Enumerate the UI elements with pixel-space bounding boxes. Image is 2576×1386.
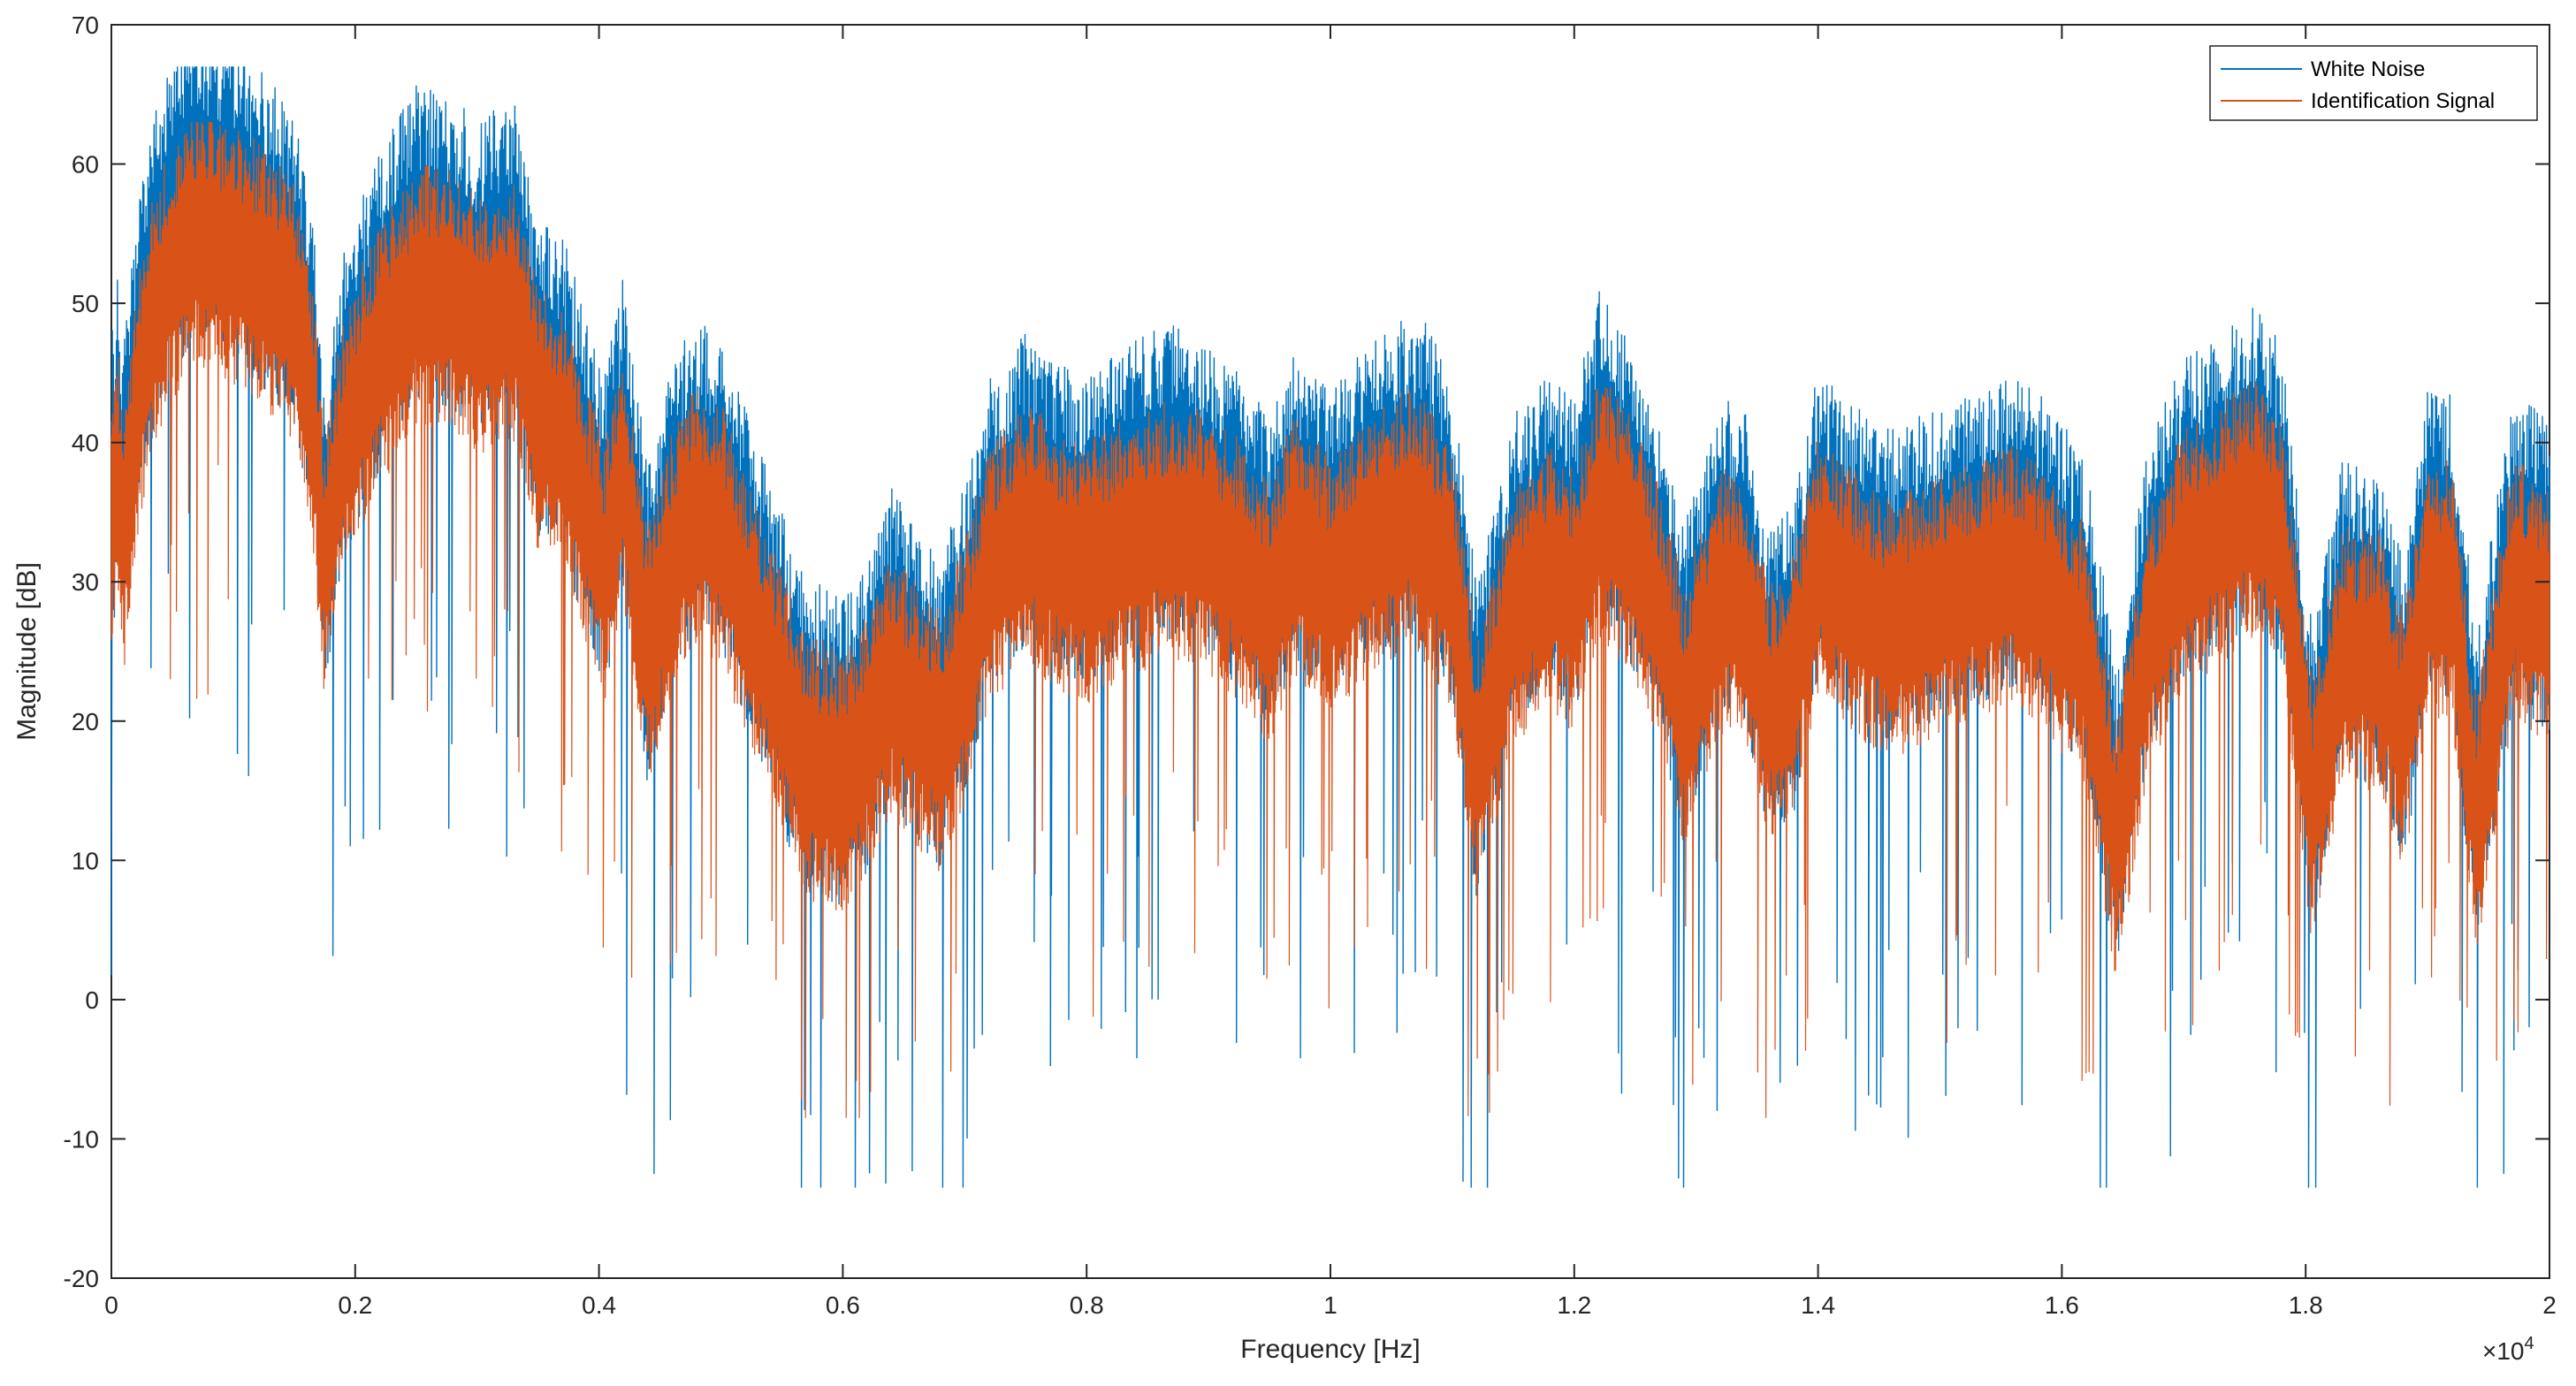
y-tick-label: 40 — [72, 430, 99, 457]
y-tick-label: -20 — [64, 1265, 99, 1292]
y-tick-label: 50 — [72, 290, 99, 317]
y-axis-label: Magnitude [dB] — [12, 562, 42, 741]
y-tick-label: 0 — [85, 986, 99, 1014]
x-tick-label: 0.4 — [582, 1291, 616, 1319]
x-axis-ticks: 0 0.2 0.4 0.6 0.8 1 1.2 1.4 1.6 1.8 2 — [104, 25, 2557, 1319]
y-tick-label: 10 — [72, 847, 99, 874]
y-axis-ticks: -20 -10 0 10 20 30 40 50 60 70 — [64, 11, 2549, 1292]
x-axis-exponent: ×104 — [2482, 1334, 2534, 1365]
x-tick-label: 0.2 — [338, 1291, 372, 1319]
legend-box — [2209, 45, 2538, 121]
y-tick-label: -10 — [64, 1125, 99, 1153]
y-tick-label: 20 — [72, 708, 99, 735]
x-tick-label: 0.6 — [826, 1291, 860, 1319]
series-line-identification-signal — [111, 122, 2550, 1118]
x-axis-exponent-base: ×10 — [2482, 1337, 2525, 1365]
x-tick-label: 1.8 — [2289, 1291, 2323, 1319]
x-tick-label: 1.6 — [2045, 1291, 2079, 1319]
y-tick-label: 30 — [72, 568, 99, 596]
y-tick-label: 60 — [72, 151, 99, 179]
x-tick-label: 2 — [2542, 1291, 2557, 1319]
x-tick-label: 1.4 — [1801, 1291, 1835, 1319]
legend: White Noise Identification Signal — [2209, 45, 2538, 121]
legend-label-white-noise: White Noise — [2311, 57, 2425, 81]
y-tick-label: 70 — [72, 11, 99, 39]
x-tick-label: 1.2 — [1557, 1291, 1591, 1319]
x-tick-label: 0.8 — [1070, 1291, 1104, 1319]
plot-area: 0 0.2 0.4 0.6 0.8 1 1.2 1.4 1.6 1.8 2 -20 -10 0 10 20 3… — [64, 11, 2557, 1319]
x-axis-label: Frequency [Hz] — [1240, 1335, 1420, 1364]
x-axis-exponent-power: 4 — [2525, 1334, 2534, 1353]
legend-label-identification-signal: Identification Signal — [2311, 89, 2495, 113]
x-tick-label: 1 — [1323, 1291, 1338, 1319]
x-tick-label: 0 — [104, 1291, 118, 1319]
series-layer — [111, 66, 2550, 1188]
